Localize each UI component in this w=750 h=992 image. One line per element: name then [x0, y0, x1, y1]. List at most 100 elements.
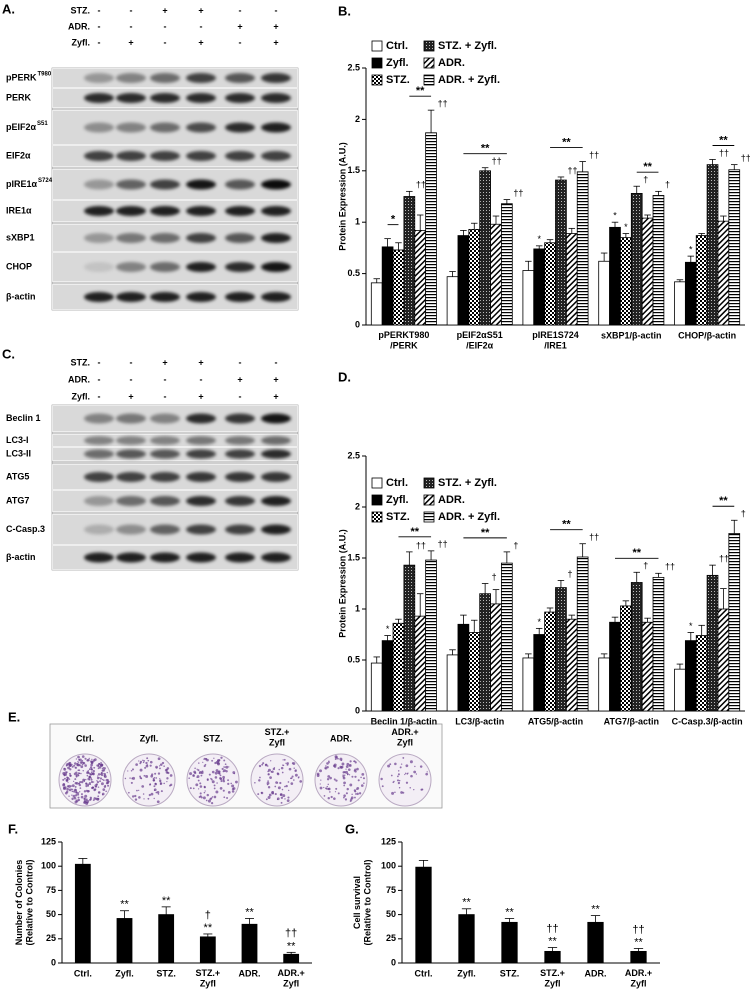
significance-label: † [643, 561, 648, 571]
bar [544, 611, 556, 712]
y-tick-label: 0.5 [347, 268, 360, 278]
bar [501, 562, 513, 712]
colony [349, 800, 352, 803]
colony [64, 791, 68, 795]
legend-swatch [371, 57, 383, 69]
condition-sign: - [200, 21, 203, 31]
colony [397, 781, 401, 785]
blot-band [84, 449, 114, 459]
colony [75, 771, 78, 774]
bar [415, 866, 432, 964]
colony [358, 792, 362, 795]
bracket-label: ** [719, 495, 728, 507]
colony [92, 769, 95, 773]
colony [74, 762, 77, 765]
colony [77, 761, 79, 764]
blot-band [186, 122, 216, 133]
colony [257, 793, 260, 796]
colony [96, 783, 98, 785]
colony [206, 793, 210, 797]
colony [83, 801, 86, 804]
colony [363, 782, 365, 784]
colony [209, 798, 212, 801]
x-tick-label: Zyfl. [457, 968, 476, 978]
colony [189, 772, 193, 776]
significance-label: ** [120, 899, 129, 911]
colony [107, 784, 110, 787]
x-tick-label: ADR.+ Zyfl [625, 968, 652, 988]
colony [341, 762, 345, 766]
bar [414, 230, 427, 326]
colony [210, 801, 214, 805]
colony [77, 769, 80, 772]
colony [62, 778, 65, 781]
condition-sign: + [273, 374, 278, 384]
colony [159, 767, 161, 770]
colony [274, 785, 277, 788]
colony [266, 765, 269, 767]
colony [159, 763, 163, 766]
condition-sign: - [239, 37, 242, 47]
bar [728, 169, 741, 326]
colony [94, 788, 97, 791]
colony [333, 797, 336, 800]
colony [205, 799, 208, 802]
colony [299, 780, 303, 783]
colony [286, 763, 289, 766]
colony [276, 772, 280, 776]
y-tick-label: 0 [355, 705, 360, 715]
condition-sign: + [237, 21, 242, 31]
colony [99, 780, 102, 783]
colony [204, 757, 206, 760]
colony [154, 772, 157, 775]
colony [142, 759, 144, 761]
colony [100, 782, 104, 786]
legend-swatch [371, 494, 383, 506]
colony [144, 766, 147, 769]
colony [267, 773, 270, 775]
x-tick-label: STZ. [500, 968, 520, 978]
colony [77, 798, 81, 802]
colony [90, 768, 94, 771]
blot-band [225, 122, 255, 133]
colony [93, 766, 96, 769]
condition-sign: - [164, 374, 167, 384]
colony [197, 779, 200, 782]
colony [345, 768, 347, 770]
x-tick-label: LC3/β-actin [455, 716, 504, 726]
colony [82, 770, 84, 772]
colony [259, 776, 261, 779]
bar [158, 914, 175, 964]
colony [101, 792, 105, 796]
colony [230, 782, 233, 785]
colony [138, 789, 140, 792]
colony [91, 760, 94, 763]
colony [100, 773, 104, 777]
colony [211, 796, 214, 798]
colony [96, 797, 100, 801]
colony [327, 775, 331, 778]
colony [75, 782, 79, 785]
colony [213, 784, 216, 787]
colony [98, 766, 102, 769]
colony [410, 774, 413, 778]
colony [293, 779, 295, 781]
blot-band [150, 233, 180, 243]
colony [356, 788, 358, 790]
colony [202, 761, 204, 763]
colony [340, 759, 343, 762]
x-tick-label: Ctrl. [415, 968, 433, 978]
y-tick-label: 0 [51, 957, 56, 967]
colony [400, 791, 403, 794]
significance-label: †† [589, 532, 599, 542]
blot-band [186, 472, 216, 482]
colony [81, 759, 84, 762]
colony [142, 793, 145, 795]
significance-label: †† [416, 540, 426, 550]
blot-band [84, 552, 114, 563]
y-tick-label: 1.5 [347, 165, 360, 175]
bar [414, 615, 427, 712]
colony [218, 759, 221, 762]
colony [146, 764, 149, 766]
blot-band [150, 413, 180, 424]
